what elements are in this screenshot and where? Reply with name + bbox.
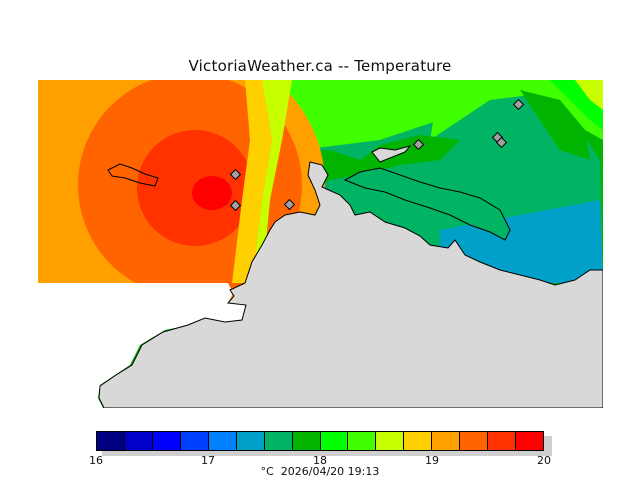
legend-tick-18: 18 (313, 454, 327, 467)
legend-swatch-5 (208, 432, 237, 450)
legend-swatch-9 (320, 432, 349, 450)
station-2[interactable] (229, 199, 242, 212)
legend-swatch-13 (432, 432, 461, 450)
legend-unit: °C (260, 465, 274, 478)
map-title: VictoriaWeather.ca -- Temperature (188, 57, 452, 75)
legend-swatch-4 (180, 432, 209, 450)
land-mass (98, 161, 603, 408)
legend-tick-20: 20 (537, 454, 551, 467)
legend-swatch-10 (348, 432, 377, 450)
legend-swatch-11 (376, 432, 405, 450)
legend-swatch-2 (124, 432, 153, 450)
station-4[interactable] (412, 138, 425, 151)
temperature-field (38, 80, 603, 408)
legend-swatch-14 (460, 432, 489, 450)
station-3[interactable] (283, 198, 296, 211)
legend-tick-19: 19 (425, 454, 439, 467)
station-6[interactable] (495, 136, 508, 149)
weather-stations (229, 98, 525, 212)
station-7[interactable] (512, 98, 525, 111)
legend-swatch-15 (488, 432, 517, 450)
legend-tick-17: 17 (201, 454, 215, 467)
island-outline (107, 163, 159, 187)
map-timestamp: 2026/04/20 19:13 (280, 465, 380, 478)
legend-swatch-8 (292, 432, 321, 450)
legend-tick-16: 16 (89, 454, 103, 467)
legend-swatch-1 (97, 432, 125, 450)
color-scale-legend (96, 431, 544, 451)
station-1[interactable] (229, 168, 242, 181)
legend-footer: °C 2026/04/20 19:13 (0, 465, 640, 478)
legend-swatch-16 (516, 432, 543, 450)
legend-swatch-7 (264, 432, 293, 450)
legend-swatch-6 (236, 432, 265, 450)
legend-swatch-12 (404, 432, 433, 450)
legend-swatch-3 (152, 432, 181, 450)
